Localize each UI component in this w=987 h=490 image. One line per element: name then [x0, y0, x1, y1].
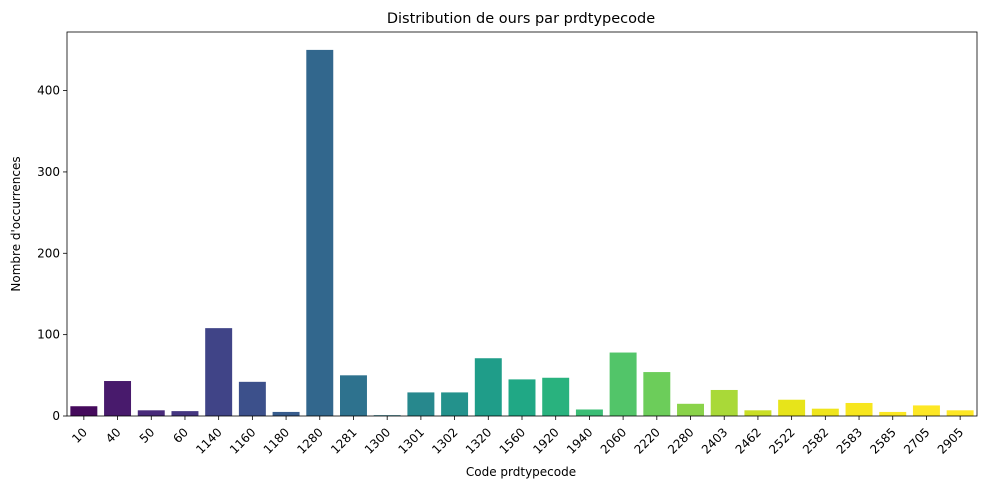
bar-1300 [373, 415, 401, 416]
x-tick-label: 1940 [564, 425, 595, 456]
y-tick-label: 100 [37, 328, 60, 342]
x-tick-label: 2220 [631, 425, 662, 456]
x-tick-label: 1281 [328, 425, 359, 456]
y-tick-label: 0 [52, 409, 60, 423]
x-tick-label: 2462 [733, 425, 764, 456]
x-tick-label: 1920 [530, 425, 561, 456]
bar-1920 [542, 377, 570, 416]
bar-10 [70, 406, 98, 416]
x-tick-label: 1140 [193, 425, 224, 456]
bar-40 [104, 381, 132, 416]
x-tick-label: 2522 [766, 425, 797, 456]
x-tick-label: 2280 [665, 425, 696, 456]
x-tick-label: 2403 [699, 425, 730, 456]
bar-2462 [744, 410, 772, 416]
x-tick-label: 40 [103, 425, 124, 446]
plot-frame [66, 31, 978, 417]
x-tick-label: 1302 [429, 425, 460, 456]
bar-1280 [306, 49, 334, 417]
bar-2582 [811, 408, 839, 416]
bar-1302 [441, 392, 469, 416]
x-tick-label: 50 [137, 425, 158, 446]
y-axis-label: Nombre d'occurrences [9, 156, 23, 291]
x-tick-label: 1180 [261, 425, 292, 456]
x-tick-label: 10 [69, 425, 90, 446]
bar-60 [171, 411, 199, 416]
bar-1180 [272, 411, 300, 416]
chart-title: Distribution de ours par prdtypecode [387, 11, 655, 27]
bar-1560 [508, 379, 536, 416]
x-tick-label: 1320 [463, 425, 494, 456]
bar-50 [137, 410, 165, 416]
x-tick-label: 2905 [935, 425, 966, 456]
bar-1301 [407, 392, 435, 416]
y-tick-label: 300 [37, 165, 60, 179]
x-tick-label: 2582 [800, 425, 831, 456]
bar-2583 [845, 402, 873, 416]
x-tick-label: 1160 [227, 425, 258, 456]
bar-1320 [474, 358, 502, 416]
x-tick-label: 1301 [396, 425, 427, 456]
y-tick-label: 400 [37, 84, 60, 98]
bar-2403 [710, 389, 738, 416]
bar-2905 [946, 410, 974, 416]
x-tick-label: 2705 [901, 425, 932, 456]
bar-2220 [643, 372, 671, 416]
bar-2280 [677, 403, 704, 416]
x-axis-label: Code prdtypecode [466, 465, 576, 479]
x-tick-label: 60 [170, 425, 191, 446]
x-tick-label: 1560 [497, 425, 528, 456]
x-tick-label: 2585 [867, 425, 898, 456]
x-tick-label: 1300 [362, 425, 393, 456]
bar-2705 [912, 405, 940, 416]
bar-1281 [340, 375, 367, 416]
x-tick-label: 2583 [834, 425, 865, 456]
bar-2060 [609, 352, 637, 416]
bar-1140 [205, 328, 233, 416]
plot-area: 0 100 200 300 400 10 40 50 60 1140 1160 1180 1280 128… [37, 31, 978, 457]
bar-1160 [238, 381, 266, 416]
bar-1940 [575, 409, 603, 416]
x-tick-label: 1280 [294, 425, 325, 456]
y-tick-label: 200 [37, 246, 60, 260]
bar-2522 [778, 399, 806, 416]
bar-2585 [879, 411, 907, 416]
x-tick-label: 2060 [598, 425, 629, 456]
